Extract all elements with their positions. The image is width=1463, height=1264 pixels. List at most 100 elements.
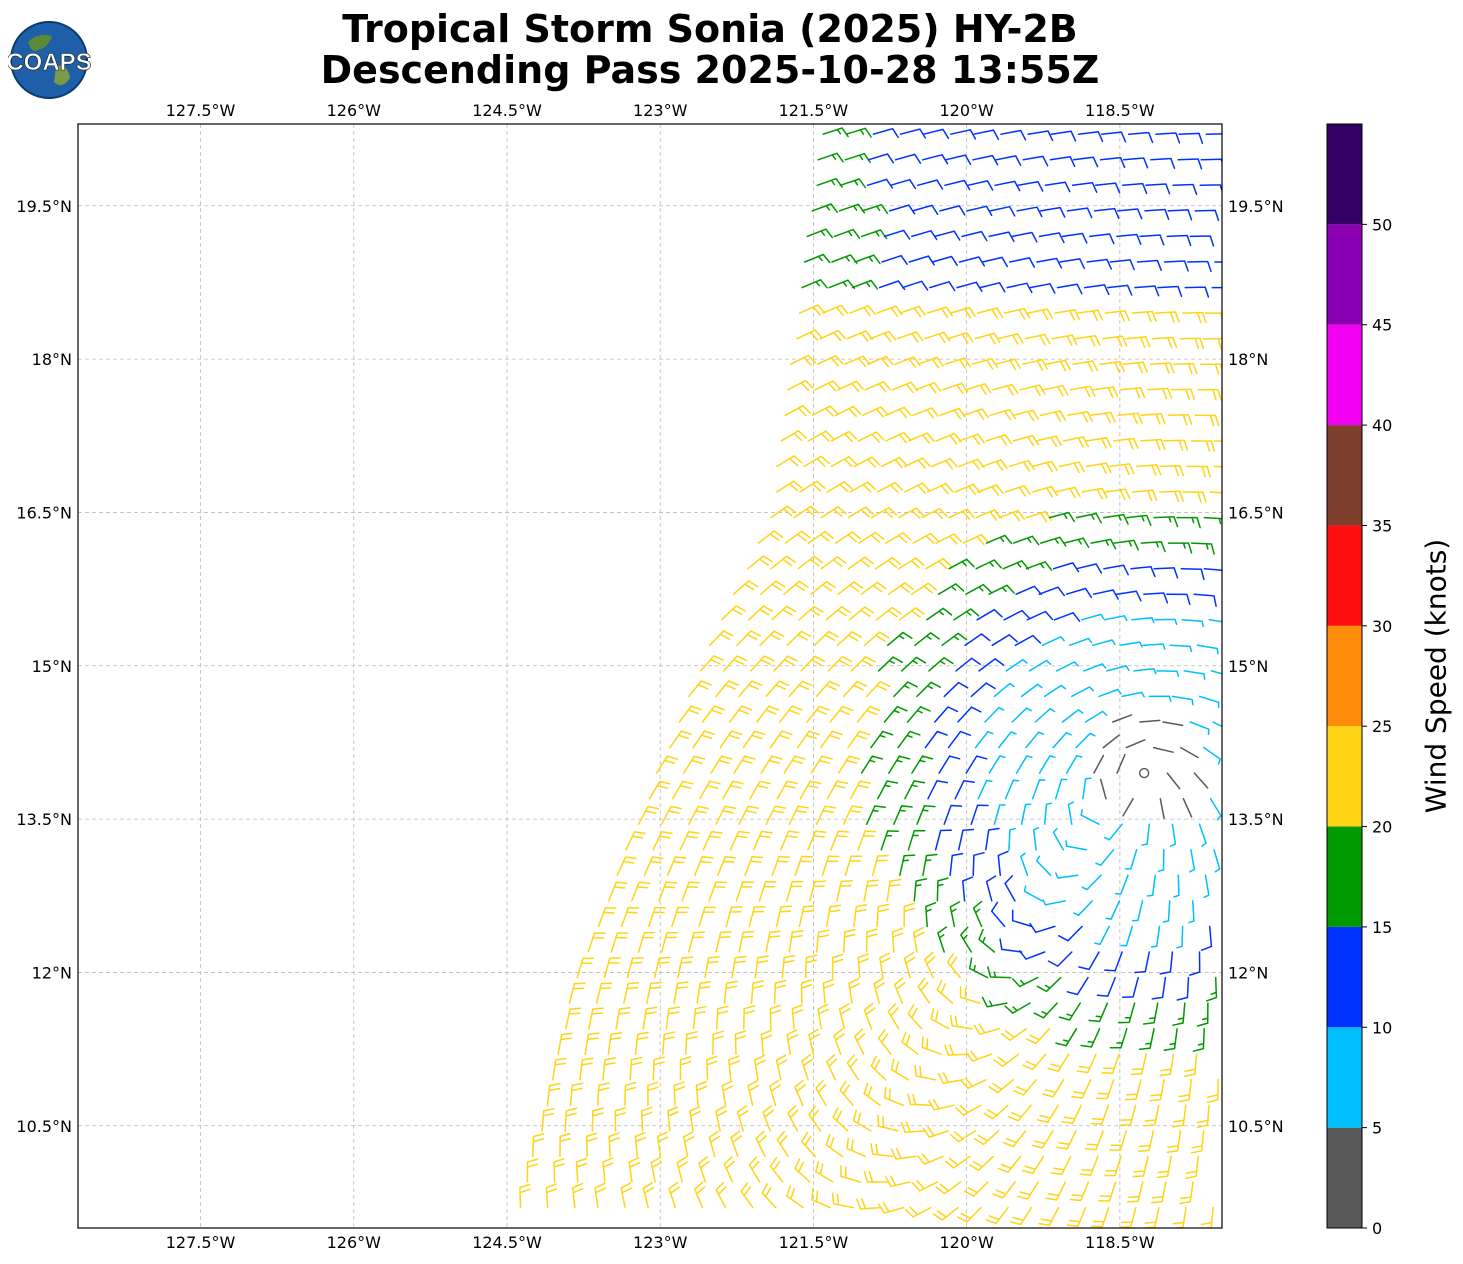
wind-barb xyxy=(944,179,971,191)
wind-barb xyxy=(898,557,925,570)
wind-barb xyxy=(1049,156,1076,168)
wind-barb xyxy=(748,1156,761,1183)
wind-barb xyxy=(1166,234,1192,247)
wind-barb xyxy=(816,177,843,188)
colorbar-tick-label: 45 xyxy=(1372,316,1392,335)
wind-barb xyxy=(936,979,954,1004)
wind-barb xyxy=(1190,542,1215,555)
y-tick-label: 10.5°N xyxy=(1228,1117,1284,1136)
wind-barb xyxy=(1132,489,1158,502)
wind-barb xyxy=(901,280,929,291)
wind-barb xyxy=(1154,311,1180,323)
wind-barb xyxy=(978,658,1005,672)
wind-barb xyxy=(1131,310,1157,323)
wind-barb xyxy=(847,506,875,519)
wind-barb xyxy=(871,854,889,877)
wind-barb xyxy=(591,1107,604,1132)
x-tick-label: 120°W xyxy=(939,1233,994,1252)
wind-barb xyxy=(1084,1130,1104,1151)
wind-barb xyxy=(1122,361,1148,374)
wind-barb xyxy=(776,780,798,800)
wind-barb xyxy=(827,655,853,672)
wind-barb xyxy=(742,730,766,749)
wind-barb xyxy=(1061,709,1084,723)
wind-barb xyxy=(997,731,1017,749)
wind-barb xyxy=(1159,464,1185,477)
wind-barb xyxy=(1091,1206,1110,1228)
wind-barb xyxy=(1066,976,1089,996)
wind-barb xyxy=(978,928,996,953)
wind-barb xyxy=(1122,157,1149,169)
wind-barb xyxy=(1050,1155,1072,1176)
wind-barb xyxy=(1058,925,1083,942)
wind-barb xyxy=(1071,686,1094,698)
wind-barb xyxy=(917,977,931,1004)
wind-barb xyxy=(837,755,861,774)
wind-barb xyxy=(579,1057,594,1081)
wind-barb xyxy=(793,505,820,519)
wind-barb xyxy=(1213,465,1222,468)
wind-barb xyxy=(1002,1130,1027,1148)
wind-barb xyxy=(1011,707,1032,723)
wind-barb xyxy=(935,432,962,445)
wind-barb xyxy=(699,780,721,800)
wind-barb xyxy=(1086,436,1112,449)
wind-barb xyxy=(749,780,771,800)
wind-barb xyxy=(1100,131,1127,143)
wind-barb xyxy=(1024,333,1051,346)
wind-barb xyxy=(825,606,852,621)
wind-barb xyxy=(1179,746,1199,759)
wind-barb xyxy=(1094,925,1110,945)
wind-barb xyxy=(1004,779,1020,800)
wind-barb xyxy=(815,929,830,953)
wind-barb xyxy=(937,583,965,595)
wind-barb xyxy=(1080,613,1105,621)
wind-barb xyxy=(1053,612,1081,622)
wind-barb xyxy=(811,203,839,214)
wind-barb xyxy=(810,755,833,774)
wind-barb xyxy=(847,730,871,749)
wind-barb xyxy=(1203,516,1222,525)
wind-barb xyxy=(863,1002,876,1030)
wind-barb xyxy=(972,900,983,928)
wind-barb xyxy=(1074,334,1101,347)
wind-barb xyxy=(1103,564,1129,576)
wind-barb xyxy=(1044,181,1071,193)
wind-barb xyxy=(840,1165,861,1183)
wind-barb xyxy=(1086,258,1113,270)
wind-barb xyxy=(1199,363,1222,376)
wind-barb xyxy=(985,434,1012,446)
wind-barb xyxy=(839,178,867,189)
wind-barb xyxy=(858,531,885,544)
chart-title-line1: Tropical Storm Sonia (2025) HY-2B xyxy=(342,7,1078,51)
wind-barb xyxy=(804,954,818,979)
wind-barb xyxy=(897,507,925,519)
wind-barb xyxy=(623,982,640,1004)
wind-barb xyxy=(1173,874,1180,898)
wind-barb xyxy=(653,956,671,979)
wind-barb xyxy=(817,1003,830,1030)
wind-barb xyxy=(1052,562,1080,573)
wind-barb xyxy=(1004,485,1031,497)
wind-barb xyxy=(1166,772,1181,790)
wind-barb xyxy=(958,458,985,471)
wind-barb xyxy=(1041,636,1065,647)
wind-barb xyxy=(755,1130,767,1158)
wind-barb xyxy=(888,204,916,215)
wind-barb xyxy=(646,981,662,1004)
wind-barb xyxy=(634,1131,647,1158)
wind-barb xyxy=(935,1181,962,1195)
wind-barb xyxy=(1092,639,1116,647)
colorbar-tick-label: 15 xyxy=(1372,918,1392,937)
wind-barb xyxy=(720,605,746,621)
wind-barb xyxy=(784,530,811,544)
wind-barb xyxy=(1131,616,1155,624)
wind-barb xyxy=(960,926,973,953)
wind-barb xyxy=(1204,312,1222,321)
wind-barb xyxy=(679,1056,692,1081)
wind-barb xyxy=(814,380,841,392)
wind-barb xyxy=(1172,183,1198,196)
wind-barb xyxy=(648,780,671,800)
wind-barb xyxy=(941,382,969,395)
